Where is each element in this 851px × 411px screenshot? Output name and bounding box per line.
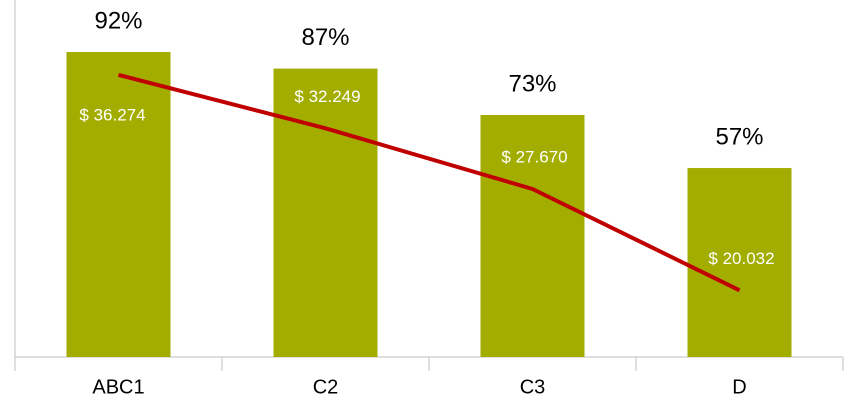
x-tick-label: ABC1 — [92, 376, 144, 398]
bar-value-label: 73% — [508, 70, 556, 97]
bar-value-label: 87% — [301, 24, 349, 51]
line — [118, 72, 741, 293]
x-tick-label: D — [732, 376, 746, 398]
x-tick-label: C3 — [520, 376, 546, 398]
line-value-label: $ 32.249 — [294, 87, 360, 106]
x-tick-label: C2 — [313, 376, 339, 398]
bar-value-label: 57% — [715, 123, 763, 150]
bar — [687, 168, 792, 357]
bar — [66, 52, 171, 358]
bar — [273, 68, 378, 357]
line-value-label: $ 27.670 — [501, 147, 567, 166]
line-value-label: $ 36.274 — [79, 105, 145, 124]
bar-value-label: 92% — [94, 7, 142, 34]
line-value-label: $ 20.032 — [708, 249, 774, 268]
bar — [480, 115, 585, 357]
